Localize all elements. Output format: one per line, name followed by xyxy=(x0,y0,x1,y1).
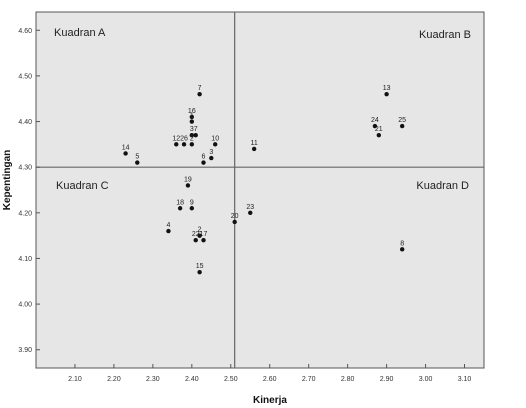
quadrant-label: Kuadran B xyxy=(419,29,471,41)
y-tick-label: 4.00 xyxy=(18,302,32,309)
quadrant-label: Kuadran C xyxy=(56,180,109,192)
point-label: 6 xyxy=(202,154,206,161)
quadrant-label: Kuadran A xyxy=(54,27,106,39)
x-tick-label: 2.90 xyxy=(380,376,394,383)
point-label: 7 xyxy=(198,85,202,92)
data-point xyxy=(186,183,190,187)
y-tick-label: 4.20 xyxy=(18,210,32,217)
y-tick-label: 4.40 xyxy=(18,119,32,126)
point-label: 4 xyxy=(166,222,170,229)
data-point xyxy=(248,211,252,215)
data-point xyxy=(190,119,194,123)
data-point xyxy=(252,147,256,151)
point-label: 20 xyxy=(231,213,239,220)
data-point xyxy=(174,142,178,146)
data-point xyxy=(201,160,205,164)
y-tick-label: 4.50 xyxy=(18,73,32,80)
data-point xyxy=(178,206,182,210)
data-point xyxy=(400,247,404,251)
point-label: 3 xyxy=(209,149,213,156)
point-label: 24 xyxy=(371,117,379,124)
point-label: 1 xyxy=(190,113,194,120)
data-point xyxy=(194,238,198,242)
point-label: 15 xyxy=(196,263,204,270)
x-tick-label: 2.60 xyxy=(263,376,277,383)
data-point xyxy=(123,151,127,155)
x-tick-label: 3.10 xyxy=(458,376,472,383)
point-label: 23 xyxy=(246,204,254,211)
point-label: 18 xyxy=(176,199,184,206)
point-label: 14 xyxy=(122,144,130,151)
quadrant-label: Kuadran D xyxy=(416,180,469,192)
point-label: 11 xyxy=(251,140,258,147)
data-point xyxy=(190,142,194,146)
point-label: 22 xyxy=(192,231,200,238)
x-tick-label: 2.50 xyxy=(224,376,238,383)
point-label: 2 xyxy=(190,135,194,142)
data-point xyxy=(201,238,205,242)
x-tick-label: 2.40 xyxy=(185,376,199,383)
point-label: 10 xyxy=(211,135,219,142)
data-point xyxy=(182,142,186,146)
x-tick-label: 2.10 xyxy=(68,376,82,383)
point-label: 17 xyxy=(200,231,208,238)
point-label: 9 xyxy=(190,199,194,206)
data-point xyxy=(197,92,201,96)
data-point xyxy=(232,220,236,224)
data-point xyxy=(197,270,201,274)
data-point xyxy=(135,160,139,164)
point-label: 25 xyxy=(398,117,406,124)
x-tick-label: 2.70 xyxy=(302,376,316,383)
data-point xyxy=(190,206,194,210)
point-label: 5 xyxy=(135,154,139,161)
point-label: 19 xyxy=(184,176,192,183)
point-label: 8 xyxy=(400,240,404,247)
point-label: 21 xyxy=(375,126,383,133)
data-point xyxy=(213,142,217,146)
data-point xyxy=(400,124,404,128)
data-point xyxy=(384,92,388,96)
x-tick-label: 2.30 xyxy=(146,376,160,383)
point-label: 26 xyxy=(180,135,188,142)
x-tick-label: 2.80 xyxy=(341,376,355,383)
y-tick-label: 4.60 xyxy=(18,28,32,35)
point-label: 13 xyxy=(383,85,391,92)
data-point xyxy=(209,156,213,160)
y-axis-title: Kepentingan xyxy=(2,150,13,211)
data-point xyxy=(194,133,198,137)
x-tick-label: 3.00 xyxy=(419,376,433,383)
y-tick-label: 4.10 xyxy=(18,256,32,263)
y-tick-label: 3.90 xyxy=(18,347,32,354)
data-point xyxy=(377,133,381,137)
point-label: 12 xyxy=(172,135,180,142)
y-tick-label: 4.30 xyxy=(18,165,32,172)
x-axis-title: Kinerja xyxy=(253,395,287,406)
point-label: 7 xyxy=(194,126,198,133)
data-point xyxy=(166,229,170,233)
x-tick-label: 2.20 xyxy=(107,376,121,383)
